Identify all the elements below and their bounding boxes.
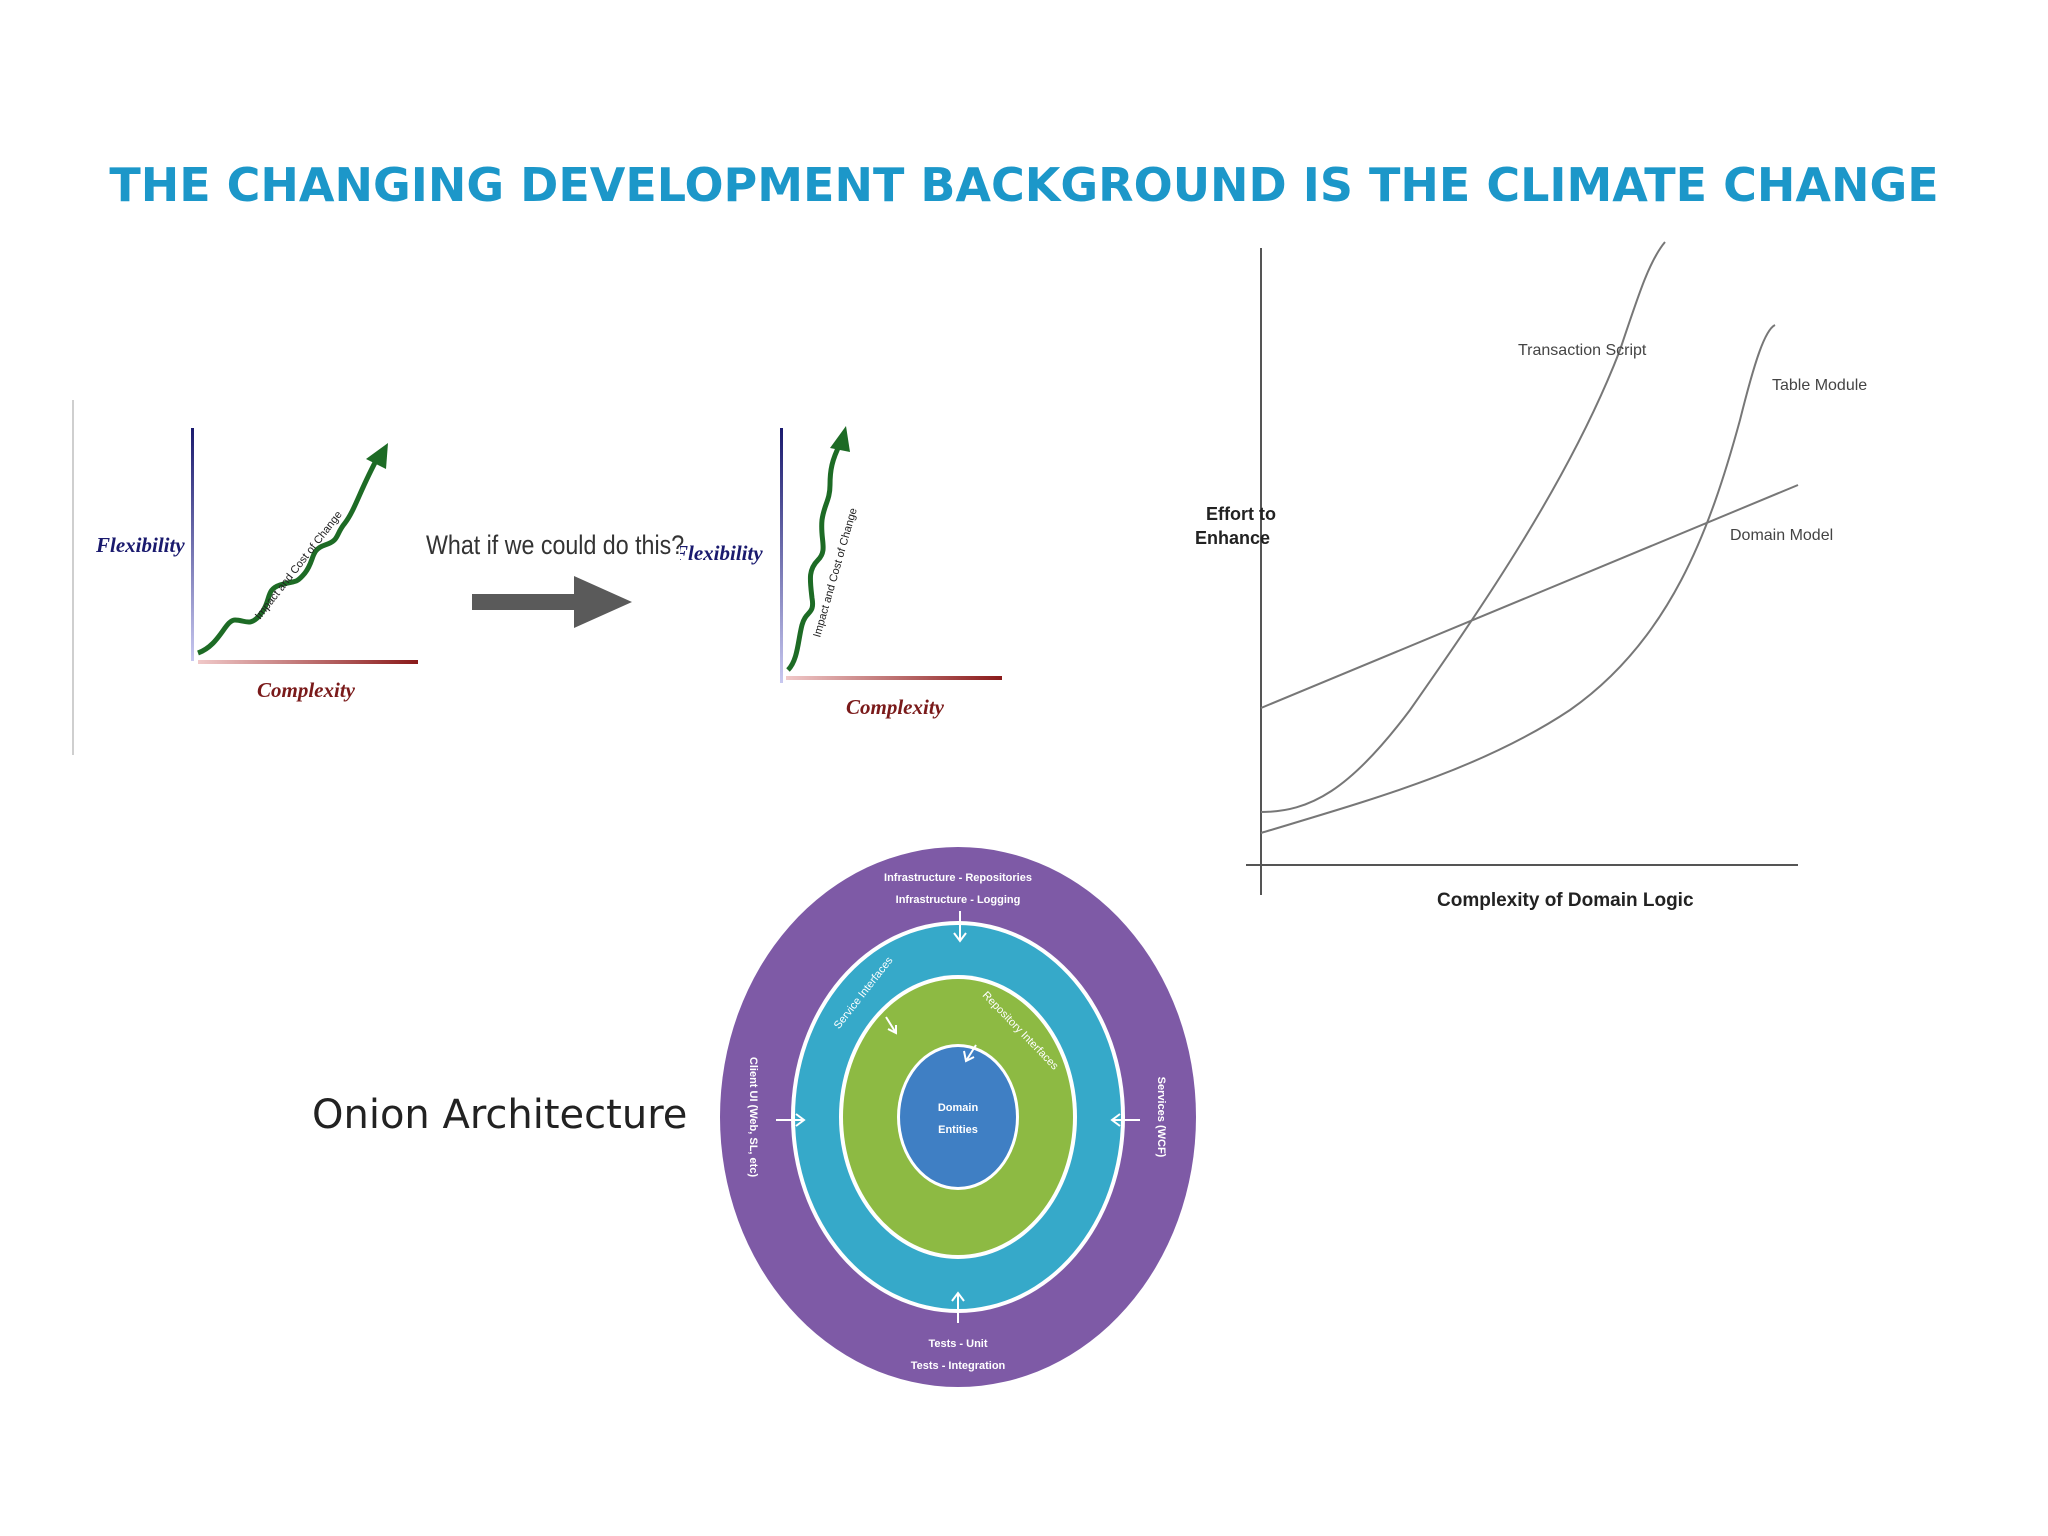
arrow-down-icon xyxy=(953,911,967,943)
onion-outer-bottom-1: Tests - Unit xyxy=(928,1338,987,1350)
right-graph-curve-label: Impact and Cost of Change xyxy=(811,507,859,639)
effort-chart-y-label-2: Enhance xyxy=(1195,528,1270,548)
arrow-right-icon xyxy=(776,1113,806,1127)
left-graph-x-axis xyxy=(198,660,418,664)
onion-core-1: Domain xyxy=(938,1102,979,1114)
onion-outer-left: Client UI (Web, SL, etc) xyxy=(747,1057,759,1178)
left-graph-y-axis xyxy=(191,428,194,661)
effort-chart: Effort to Enhance Complexity of Domain L… xyxy=(1195,241,1867,911)
right-graph-y-axis xyxy=(780,428,783,683)
left-flexibility-graph: Flexibility Complexity Impact and Cost o… xyxy=(72,400,418,755)
table-module-label: Table Module xyxy=(1772,377,1867,394)
effort-chart-x-label: Complexity of Domain Logic xyxy=(1437,890,1694,911)
left-graph-wavy-curve xyxy=(196,455,381,656)
left-graph-curve-label: Impact and Cost of Change xyxy=(253,509,345,622)
arrow-up-icon xyxy=(951,1291,965,1323)
onion-architecture-label: Onion Architecture xyxy=(312,1092,688,1138)
right-graph-x-axis xyxy=(786,676,1002,680)
onion-outer-top-1: Infrastructure - Repositories xyxy=(884,872,1032,884)
onion-outer-top-2: Infrastructure - Logging xyxy=(896,894,1021,906)
onion-diagram: Infrastructure - Repositories Infrastruc… xyxy=(720,847,1196,1387)
arrow-right-icon xyxy=(472,576,632,628)
slide-title: THE CHANGING DEVELOPMENT BACKGROUND IS T… xyxy=(109,158,1939,212)
right-graph-arrowhead xyxy=(830,426,850,452)
onion-core xyxy=(900,1047,1016,1187)
onion-outer-bottom-2: Tests - Integration xyxy=(911,1360,1006,1372)
arrow-left-icon xyxy=(1110,1113,1140,1127)
left-graph-arrowhead xyxy=(366,443,388,469)
domain-model-label: Domain Model xyxy=(1730,527,1833,544)
right-flexibility-graph: Flexibility Complexity Impact and Cost o… xyxy=(680,426,1002,719)
transition-question: What if we could do this? xyxy=(426,530,685,560)
right-graph-x-label: Complexity xyxy=(846,695,945,719)
effort-chart-y-label-1: Effort to xyxy=(1206,504,1276,524)
transition-arrow xyxy=(472,576,632,628)
left-graph-x-label: Complexity xyxy=(257,678,356,702)
right-graph-y-label: Flexibility xyxy=(680,541,763,565)
domain-model-line xyxy=(1260,484,1799,709)
transaction-script-label: Transaction Script xyxy=(1518,342,1647,359)
service-arrow-icon xyxy=(885,1016,897,1035)
table-module-line xyxy=(1260,324,1776,834)
left-graph-y-label: Flexibility xyxy=(95,533,185,557)
onion-outer-right: Services (WCF) xyxy=(1155,1077,1167,1158)
transaction-script-line xyxy=(1260,241,1666,813)
onion-core-2: Entities xyxy=(938,1124,978,1136)
repository-arrow-icon xyxy=(963,1044,977,1063)
right-graph-wavy-curve xyxy=(786,442,843,672)
